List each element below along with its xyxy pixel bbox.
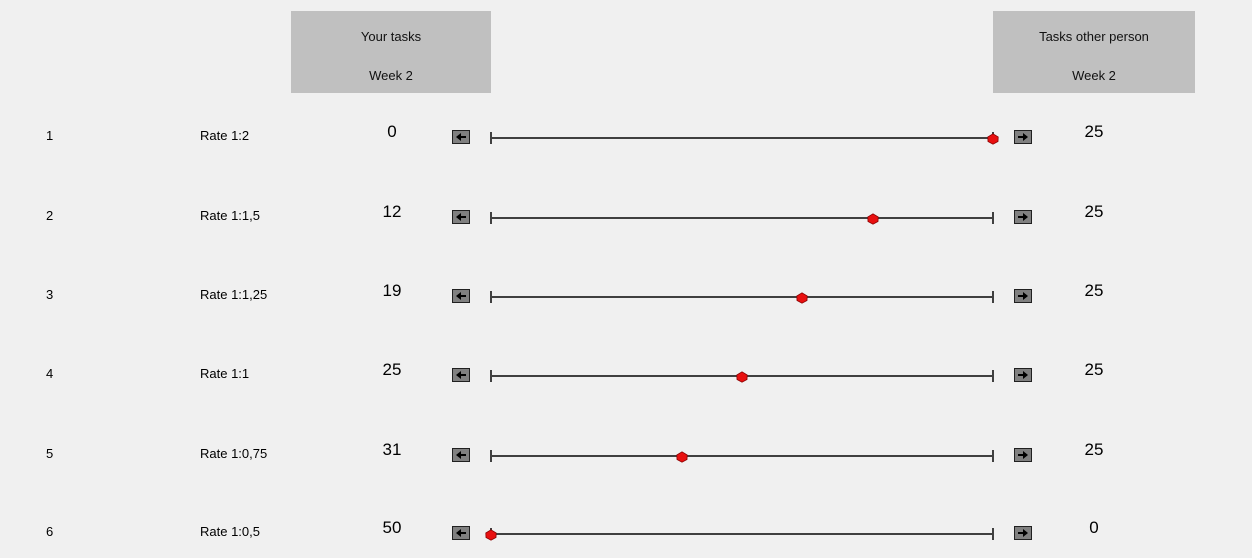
allocation-row: 2 Rate 1:1,5 12 25 bbox=[0, 196, 1252, 236]
arrow-right-icon bbox=[1018, 529, 1028, 537]
allocation-row: 3 Rate 1:1,25 19 25 bbox=[0, 275, 1252, 315]
increase-button[interactable] bbox=[1014, 368, 1032, 382]
allocation-slider[interactable] bbox=[485, 526, 994, 542]
arrow-right-icon bbox=[1018, 133, 1028, 141]
slider-max-cap bbox=[992, 528, 994, 540]
slider-min-cap bbox=[490, 370, 492, 382]
row-number: 6 bbox=[46, 524, 54, 539]
arrow-right-icon bbox=[1018, 213, 1028, 221]
allocation-slider[interactable] bbox=[490, 368, 994, 384]
slider-handle[interactable] bbox=[736, 370, 748, 383]
rate-label: Rate 1:1 bbox=[200, 366, 250, 381]
slider-min-cap bbox=[490, 450, 492, 462]
allocation-row: 5 Rate 1:0,75 31 25 bbox=[0, 434, 1252, 474]
allocation-row: 4 Rate 1:1 25 25 bbox=[0, 354, 1252, 394]
slider-track bbox=[491, 217, 993, 219]
decrease-button[interactable] bbox=[452, 368, 470, 382]
rate-label: Rate 1:0,75 bbox=[200, 446, 268, 461]
rate-label: Rate 1:1,5 bbox=[200, 208, 260, 223]
slider-max-cap bbox=[992, 212, 994, 224]
row-number: 1 bbox=[46, 128, 54, 143]
your-tasks-header: Your tasks Week 2 bbox=[291, 11, 491, 93]
arrow-left-icon bbox=[456, 451, 466, 459]
increase-button[interactable] bbox=[1014, 526, 1032, 540]
diamond-knob-icon bbox=[676, 451, 688, 463]
increase-button[interactable] bbox=[1014, 210, 1032, 224]
diamond-knob-icon bbox=[987, 133, 999, 145]
other-person-week: Week 2 bbox=[1072, 68, 1116, 83]
your-tasks-value: 31 bbox=[382, 440, 402, 459]
slider-max-cap bbox=[992, 450, 994, 462]
rate-label: Rate 1:2 bbox=[200, 128, 250, 143]
decrease-button[interactable] bbox=[452, 130, 470, 144]
other-person-value: 25 bbox=[1084, 281, 1104, 300]
other-person-value: 25 bbox=[1084, 360, 1104, 379]
increase-button[interactable] bbox=[1014, 289, 1032, 303]
arrow-right-icon bbox=[1018, 451, 1028, 459]
slider-min-cap bbox=[490, 291, 492, 303]
slider-min-cap bbox=[490, 212, 492, 224]
slider-handle[interactable] bbox=[676, 450, 688, 463]
row-number: 2 bbox=[46, 208, 54, 223]
row-number: 4 bbox=[46, 366, 54, 381]
allocation-slider[interactable] bbox=[490, 210, 994, 226]
other-person-value: 25 bbox=[1084, 202, 1104, 221]
slider-track bbox=[491, 533, 993, 535]
arrow-left-icon bbox=[456, 133, 466, 141]
rate-label: Rate 1:0,5 bbox=[200, 524, 260, 539]
slider-handle[interactable] bbox=[866, 212, 879, 225]
arrow-left-icon bbox=[456, 213, 466, 221]
slider-min-cap bbox=[490, 132, 492, 144]
allocation-row: 6 Rate 1:0,5 50 0 bbox=[0, 512, 1252, 552]
allocation-slider[interactable] bbox=[490, 448, 994, 464]
your-tasks-value: 25 bbox=[382, 360, 402, 379]
diamond-knob-icon bbox=[866, 213, 879, 225]
diamond-knob-icon bbox=[796, 292, 808, 304]
arrow-left-icon bbox=[456, 371, 466, 379]
other-person-title: Tasks other person bbox=[1039, 29, 1149, 44]
slider-handle[interactable] bbox=[796, 291, 808, 304]
other-person-value: 25 bbox=[1084, 440, 1104, 459]
arrow-left-icon bbox=[456, 529, 466, 537]
other-person-value: 25 bbox=[1084, 122, 1104, 141]
other-person-header: Tasks other person Week 2 bbox=[993, 11, 1195, 93]
allocation-slider[interactable] bbox=[490, 289, 994, 305]
decrease-button[interactable] bbox=[452, 210, 470, 224]
your-tasks-value: 19 bbox=[382, 281, 402, 300]
arrow-right-icon bbox=[1018, 371, 1028, 379]
slider-track bbox=[491, 296, 993, 298]
slider-track bbox=[491, 455, 993, 457]
your-tasks-value: 50 bbox=[382, 518, 402, 537]
other-person-value: 0 bbox=[1089, 518, 1099, 537]
diamond-knob-icon bbox=[485, 529, 497, 541]
slider-track bbox=[491, 137, 993, 139]
slider-handle[interactable] bbox=[987, 132, 999, 145]
decrease-button[interactable] bbox=[452, 526, 470, 540]
diamond-knob-icon bbox=[736, 371, 748, 383]
row-number: 5 bbox=[46, 446, 54, 461]
increase-button[interactable] bbox=[1014, 130, 1032, 144]
your-tasks-week: Week 2 bbox=[369, 68, 413, 83]
decrease-button[interactable] bbox=[452, 448, 470, 462]
your-tasks-title: Your tasks bbox=[360, 29, 422, 44]
decrease-button[interactable] bbox=[452, 289, 470, 303]
your-tasks-value: 0 bbox=[387, 122, 397, 141]
arrow-right-icon bbox=[1018, 292, 1028, 300]
slider-handle[interactable] bbox=[485, 528, 497, 541]
slider-max-cap bbox=[992, 291, 994, 303]
allocation-slider[interactable] bbox=[490, 130, 999, 146]
allocation-row: 1 Rate 1:2 0 25 bbox=[0, 116, 1252, 156]
rate-label: Rate 1:1,25 bbox=[200, 287, 268, 302]
slider-max-cap bbox=[992, 370, 994, 382]
increase-button[interactable] bbox=[1014, 448, 1032, 462]
your-tasks-value: 12 bbox=[382, 202, 402, 221]
arrow-left-icon bbox=[456, 292, 466, 300]
row-number: 3 bbox=[46, 287, 54, 302]
